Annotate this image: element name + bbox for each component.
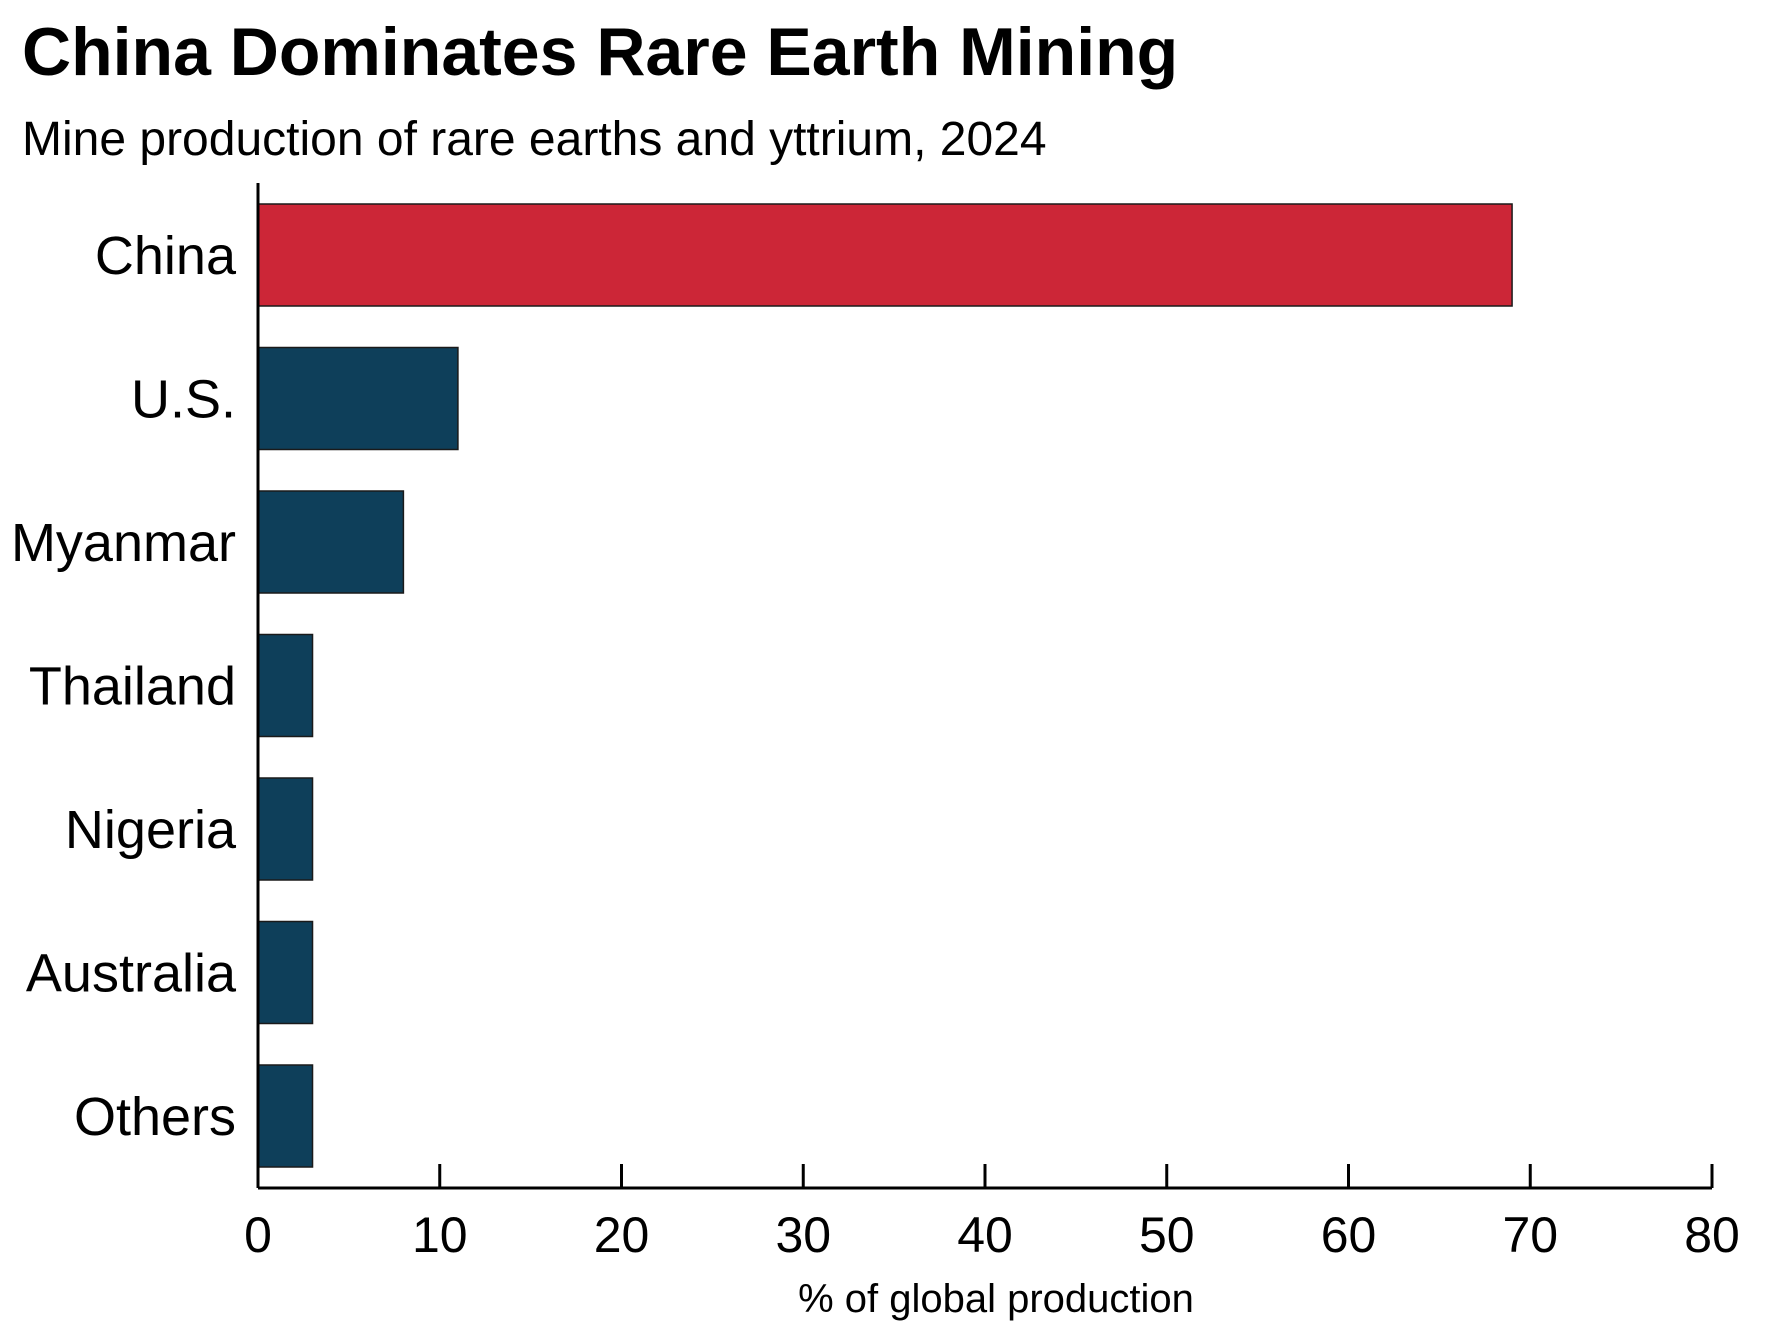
bar-nigeria bbox=[257, 777, 314, 881]
category-label: Others bbox=[74, 1087, 236, 1147]
x-tick-label: 10 bbox=[412, 1207, 468, 1263]
x-axis-ticks: 0 10 20 30 40 50 60 70 80 bbox=[244, 1164, 1740, 1263]
bar-myanmar bbox=[257, 490, 405, 594]
x-tick-label: 50 bbox=[1139, 1207, 1195, 1263]
x-tick-label: 20 bbox=[594, 1207, 650, 1263]
x-tick-label: 60 bbox=[1321, 1207, 1377, 1263]
chart-subtitle: Mine production of rare earths and yttri… bbox=[22, 113, 1047, 166]
bar-u-s bbox=[257, 346, 459, 451]
category-label: Thailand bbox=[29, 657, 236, 717]
bar-thailand bbox=[257, 633, 314, 738]
x-tick-label: 30 bbox=[775, 1207, 831, 1263]
category-labels: China U.S. Myanmar Thailand Nigeria Australia… bbox=[11, 226, 237, 1147]
bar-australia bbox=[257, 920, 314, 1025]
x-tick-label: 40 bbox=[957, 1207, 1013, 1263]
category-label: U.S. bbox=[131, 370, 236, 430]
x-tick-label: 0 bbox=[244, 1207, 272, 1263]
bars-group bbox=[257, 203, 1513, 1168]
chart-title: China Dominates Rare Earth Mining bbox=[22, 14, 1178, 90]
x-tick-label: 80 bbox=[1684, 1207, 1740, 1263]
x-axis-label: % of global production bbox=[798, 1277, 1194, 1321]
x-tick-label: 70 bbox=[1502, 1207, 1558, 1263]
category-label: Nigeria bbox=[65, 800, 237, 860]
bar-china bbox=[257, 203, 1513, 307]
category-label: Myanmar bbox=[11, 513, 236, 573]
category-label: China bbox=[95, 226, 237, 286]
category-label: Australia bbox=[26, 944, 237, 1004]
bar-others bbox=[257, 1064, 314, 1168]
